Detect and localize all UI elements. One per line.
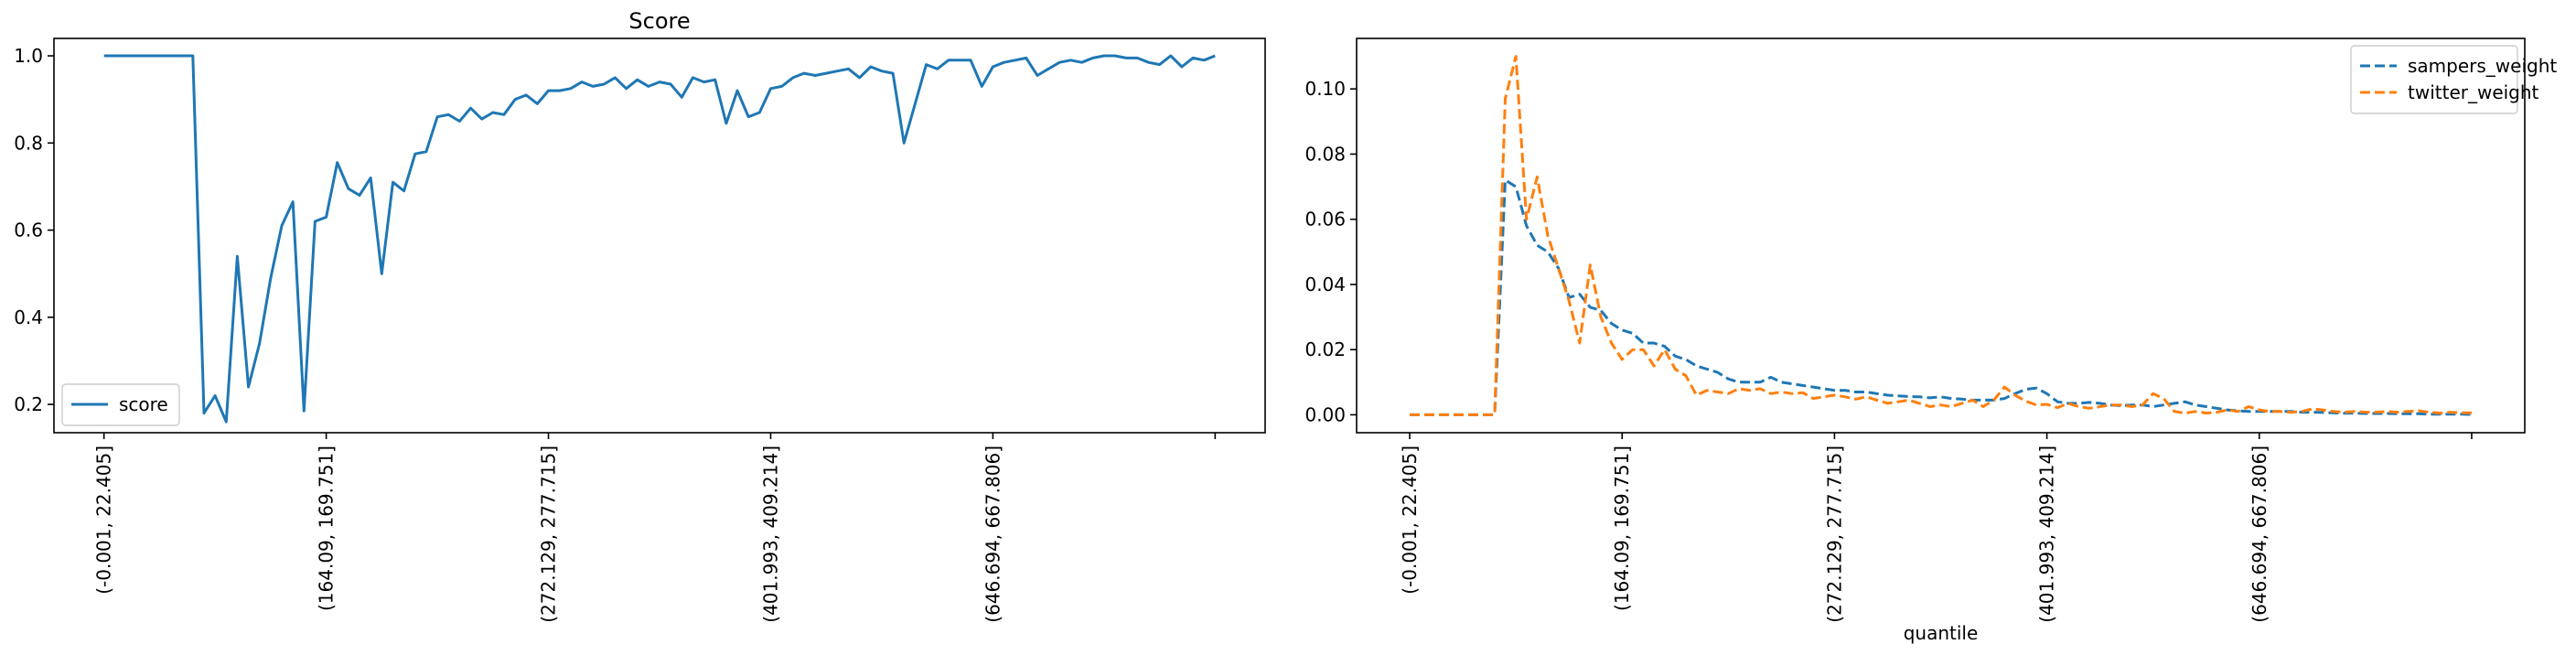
x-tick-label: (401.993, 409.214] xyxy=(2036,446,2058,623)
y-tick-label: 0.04 xyxy=(1304,274,1346,295)
x-tick-label: (272.129, 277.715] xyxy=(1823,446,1845,623)
series-line-twitter_weight xyxy=(1410,55,2472,416)
y-tick-label: 1.0 xyxy=(14,45,43,67)
legend-label-sampers_weight: sampers_weight xyxy=(2408,55,2557,77)
y-tick-label: 0.02 xyxy=(1304,338,1346,360)
y-tick-label: 0.10 xyxy=(1304,78,1346,100)
legend-label-score: score xyxy=(119,393,168,415)
x-tick-label: (164.09, 169.751] xyxy=(1611,446,1633,611)
x-tick-label: (401.993, 409.214] xyxy=(760,446,782,623)
x-tick-label: (164.09, 169.751] xyxy=(316,446,338,611)
plot-frame xyxy=(53,38,1266,434)
y-tick-label: 0.6 xyxy=(14,220,43,242)
legend-box xyxy=(2350,45,2518,114)
legend-label-twitter_weight: twitter_weight xyxy=(2408,81,2539,103)
x-tick-label: (-0.001, 22.405] xyxy=(1399,446,1421,595)
series-line-score xyxy=(103,54,1216,424)
plot-frame xyxy=(1356,38,2526,434)
y-tick-label: 0.06 xyxy=(1304,209,1346,231)
y-tick-label: 0.00 xyxy=(1304,403,1346,425)
weight-chart: 0.00 0.02 0.04 0.06 0.08 0.10 (-0.001, 22.405]… xyxy=(1304,38,2557,644)
y-tick-label: 0.8 xyxy=(14,132,43,154)
legend-box xyxy=(61,383,180,426)
score-chart: 0.2 0.4 0.6 0.8 1.0 (-0.001, 22.405] (164.09, … xyxy=(14,8,1266,623)
x-tick-label: (646.694, 667.806] xyxy=(982,446,1004,623)
y-tick-label: 0.4 xyxy=(14,306,43,328)
x-tick-label: (646.694, 667.806] xyxy=(2249,446,2270,623)
chart-title: Score xyxy=(628,8,690,34)
x-tick-label: (272.129, 277.715] xyxy=(538,446,560,623)
x-tick-label: (-0.001, 22.405] xyxy=(93,446,115,595)
y-tick-label: 0.2 xyxy=(14,393,43,415)
x-axis-label: quantile xyxy=(1904,622,1979,644)
y-tick-label: 0.08 xyxy=(1304,143,1346,165)
